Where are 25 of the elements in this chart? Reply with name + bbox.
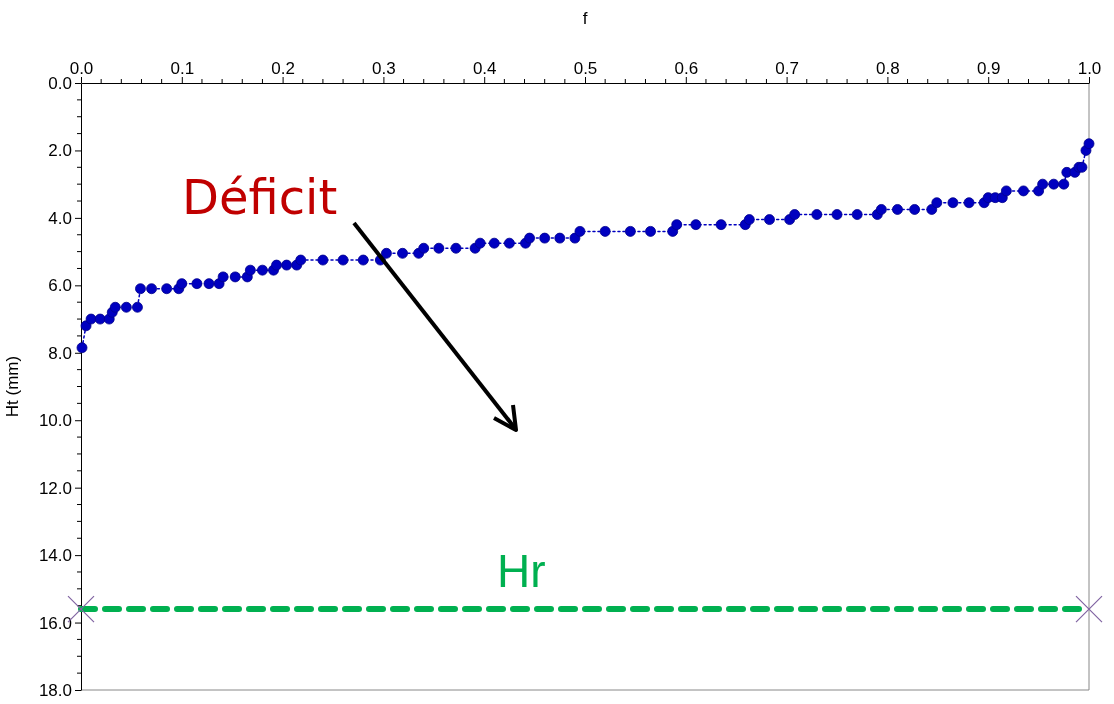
y-tick-label: 12.0 bbox=[38, 478, 72, 498]
x-tick-label: 0.9 bbox=[976, 59, 1001, 78]
x-tick-label: 0.7 bbox=[775, 59, 799, 78]
x-tick-label: 0.6 bbox=[674, 59, 699, 78]
y-tick-label: 2.0 bbox=[48, 141, 72, 161]
y-tick-label: 4.0 bbox=[48, 208, 72, 228]
x-tick-label: 0.5 bbox=[573, 59, 598, 78]
x-tick-label: 1.0 bbox=[1077, 59, 1102, 78]
y-tick-label: 6.0 bbox=[48, 276, 72, 296]
x-tick-label: 0.1 bbox=[170, 59, 195, 78]
y-tick-label: 10.0 bbox=[38, 411, 72, 431]
y-axis-title: Ht (mm) bbox=[3, 355, 22, 418]
x-axis-title: f bbox=[582, 9, 588, 28]
x-tick-label: 0.2 bbox=[271, 59, 295, 78]
y-tick-label: 16.0 bbox=[38, 613, 72, 633]
x-tick-label: 0.8 bbox=[876, 59, 900, 78]
y-tick-label: 8.0 bbox=[48, 343, 72, 363]
y-tick-label: 0.0 bbox=[48, 73, 72, 93]
x-tick-label: 0.0 bbox=[69, 59, 94, 78]
y-tick-label: 14.0 bbox=[38, 546, 72, 566]
x-tick-label: 0.4 bbox=[472, 59, 497, 78]
x-tick-label: 0.3 bbox=[372, 59, 396, 78]
annotation: Déficit bbox=[182, 169, 338, 225]
series-label: Hr bbox=[497, 545, 546, 598]
y-tick-label: 18.0 bbox=[38, 680, 72, 700]
